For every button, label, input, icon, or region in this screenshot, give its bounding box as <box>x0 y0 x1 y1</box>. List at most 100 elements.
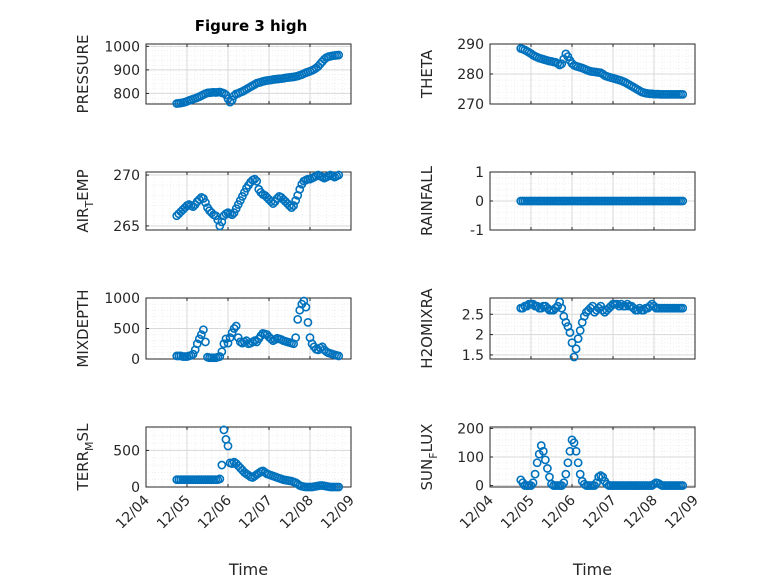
y-axis-label-main: MIXDEPTH <box>74 289 92 367</box>
y-tick-label: 1.5 <box>462 348 484 364</box>
x-tick-label: 12/09 <box>662 493 702 533</box>
data-point <box>233 333 243 343</box>
data-point <box>221 334 231 344</box>
data-point <box>223 441 233 451</box>
y-axis-label-main: SUN <box>418 459 436 491</box>
data-point <box>565 446 575 456</box>
data-point <box>215 352 225 361</box>
y-axis-label-main: H2OMIXRA <box>418 288 436 369</box>
axes-box <box>145 43 352 105</box>
y-tick-label: -1 <box>470 223 484 239</box>
data-point <box>334 351 344 361</box>
subplot-pressure: 800 900 1000 PRESSURE <box>74 35 352 114</box>
data-point <box>334 50 344 60</box>
y-tick-label: 100 <box>457 450 484 466</box>
y-axis-label: AIRTEMP <box>74 169 96 232</box>
y-tick-label: 280 <box>457 67 484 83</box>
data-point <box>528 478 538 488</box>
figure-title: Figure 3 high <box>195 17 308 35</box>
data-point <box>551 303 560 313</box>
data-point <box>215 474 225 484</box>
y-axis-label-rest: SL <box>74 423 92 442</box>
subplot-rainfall: -1 0 1 RAINFALL <box>418 165 696 239</box>
data-point <box>678 481 688 490</box>
data-point <box>291 333 301 343</box>
data-point <box>217 347 227 357</box>
x-tick-label: 12/08 <box>277 493 317 533</box>
y-tick-label: 1 <box>475 165 484 181</box>
data-point <box>227 210 237 220</box>
y-axis-label-main: THETA <box>418 49 436 99</box>
axes-box <box>145 171 352 231</box>
data-point <box>196 330 206 339</box>
data-point <box>266 334 276 344</box>
x-tick-label: 12/06 <box>539 492 579 532</box>
y-tick-label: 500 <box>113 322 140 338</box>
y-axis-label-rest: LUX <box>418 424 436 453</box>
data-point <box>565 328 575 337</box>
y-tick-label: 0 <box>475 479 484 495</box>
x-tick-label: 12/07 <box>236 493 276 533</box>
data-point <box>530 469 540 479</box>
subplot-terrmsl: 0 500 12/04 12/05 12/06 12/07 12/08 12/09 Time TE… <box>74 423 358 579</box>
y-axis-label-rest: EMP <box>74 169 92 200</box>
data-point <box>223 338 233 348</box>
data-point <box>201 337 210 347</box>
y-tick-label: 900 <box>113 63 140 79</box>
data-point <box>620 301 630 311</box>
data-point <box>227 328 237 338</box>
axes-box <box>489 297 696 360</box>
data-point <box>293 314 303 324</box>
x-tick-label: 12/06 <box>195 492 235 532</box>
data-point <box>192 339 202 349</box>
data-point <box>633 305 642 315</box>
data-point <box>540 455 550 465</box>
data-point <box>334 170 344 180</box>
y-axis-label-main: TERR <box>74 451 92 492</box>
y-tick-label: 500 <box>113 443 140 459</box>
y-tick-label: 0 <box>131 480 140 496</box>
y-axis-label: PRESSURE <box>74 35 92 114</box>
axes-box <box>145 426 352 488</box>
y-tick-label: 270 <box>457 97 484 113</box>
x-tick-label: 12/04 <box>113 492 153 532</box>
x-tick-label: 12/09 <box>318 493 358 533</box>
data-point <box>250 174 260 184</box>
data-point <box>227 95 237 105</box>
data-point <box>289 201 298 210</box>
data-point <box>256 331 266 341</box>
data-point <box>678 90 688 99</box>
data-point <box>592 478 601 488</box>
data-point <box>557 59 567 69</box>
data-point <box>573 458 583 468</box>
y-tick-label: 1000 <box>104 39 140 55</box>
data-point <box>301 302 311 312</box>
data-point <box>252 176 262 186</box>
data-point <box>219 339 229 349</box>
x-tick-label: 12/05 <box>498 493 538 533</box>
data-point <box>571 344 581 354</box>
data-point <box>573 334 583 344</box>
data-point <box>188 349 198 359</box>
subplot-mixdepth: 0 500 1000 MIXDEPTH <box>74 289 352 368</box>
data-point <box>295 184 305 194</box>
subplot-sunflux: 0 100 200 12/04 12/05 12/06 12/07 12/08 12/09 Tim… <box>418 421 702 579</box>
x-tick-label: 12/08 <box>621 493 661 533</box>
y-axis-label-main: RAINFALL <box>418 165 436 236</box>
x-axis-label: Time <box>228 560 268 579</box>
x-axis-label: Time <box>572 560 612 579</box>
y-axis-label: MIXDEPTH <box>74 289 92 367</box>
subplot-theta: 270 280 290 THETA <box>418 37 696 113</box>
data-point <box>285 201 294 210</box>
y-axis-label-main: PRESSURE <box>74 35 92 114</box>
data-point <box>553 59 563 68</box>
data-point <box>569 438 579 448</box>
data-point <box>272 194 282 203</box>
y-tick-label: 2 <box>475 328 484 344</box>
data-point <box>571 446 581 456</box>
data-point <box>198 325 208 335</box>
data-point <box>225 333 235 343</box>
data-point <box>678 303 688 313</box>
data-point <box>575 326 585 335</box>
